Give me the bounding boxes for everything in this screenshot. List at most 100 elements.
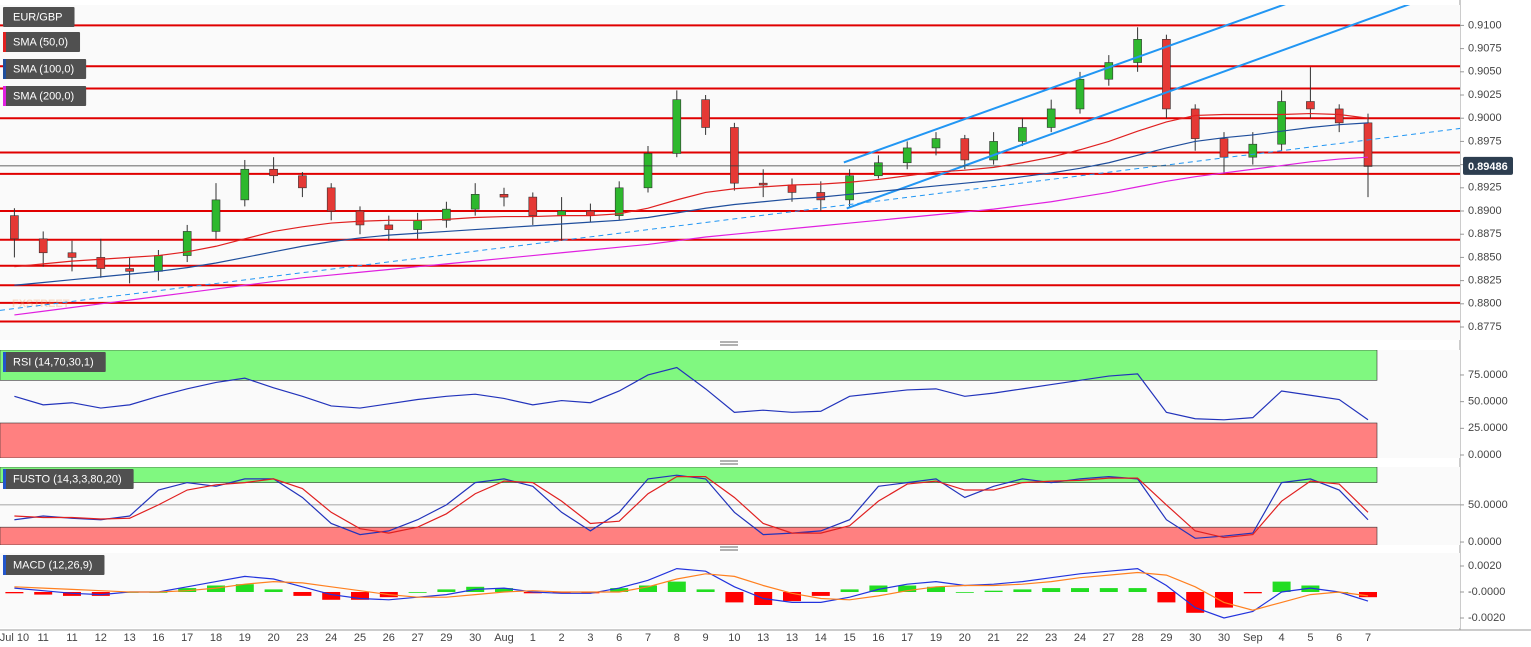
y-tick-label: 25.0000 (1468, 422, 1508, 434)
x-tick-label: 30 (1189, 632, 1201, 644)
candle-body (902, 147, 912, 164)
y-tick-label: -0.0020 (1468, 612, 1505, 624)
histogram-bar (840, 589, 859, 592)
x-tick-label: 7 (645, 632, 651, 644)
candle-body (845, 175, 854, 201)
candle-body (442, 208, 451, 221)
histogram-bar (552, 591, 571, 594)
candle-body (1219, 138, 1229, 158)
legend-entry-box (3, 32, 81, 52)
histogram-bar (610, 588, 629, 592)
candle-body (1306, 101, 1315, 110)
x-tick-label: 29 (1160, 632, 1172, 644)
candle-body (758, 182, 768, 186)
oversold-band (0, 526, 1378, 545)
candle-body (816, 192, 826, 201)
x-tick-label: Sep (1243, 632, 1263, 644)
histogram-bar (898, 585, 917, 592)
x-tick-label: Jul 10 (0, 632, 29, 644)
panel-bg (0, 5, 1460, 340)
x-tick-label: Aug (494, 632, 514, 644)
candle-body (1046, 108, 1056, 128)
y-tick-label: 0.8850 (1468, 251, 1502, 263)
panel: FXSTREET (0, 5, 1460, 340)
legend-entry-stripe (3, 32, 6, 52)
candle-body (1334, 108, 1344, 124)
histogram-bar (927, 586, 945, 592)
candle-body (701, 99, 710, 128)
panel (0, 553, 1460, 628)
candle-body (931, 138, 941, 149)
candle-body (326, 187, 336, 212)
legend-entry-stripe (3, 86, 6, 106)
candle-body (672, 99, 682, 154)
x-tick-label: 29 (440, 632, 452, 644)
candle-body (989, 141, 998, 161)
legend-entry: SMA (50,0) (13, 36, 68, 48)
x-tick-label: 5 (1307, 632, 1313, 644)
candle-body (730, 127, 739, 184)
histogram-bar (1243, 591, 1262, 594)
y-tick-label: 0.9100 (1468, 19, 1502, 31)
x-tick-label: 24 (325, 632, 337, 644)
y-tick-label: 0.8875 (1468, 228, 1502, 240)
x-tick-label: 28 (1131, 632, 1143, 644)
legend-entry-stripe (3, 59, 6, 79)
x-tick-label: 26 (383, 632, 395, 644)
histogram-bar (869, 585, 888, 592)
y-tick-label: -0.0000 (1468, 586, 1505, 598)
candle-body (557, 210, 566, 216)
x-tick-label: 1 (530, 632, 536, 644)
candle-body (643, 153, 653, 189)
candle-body (384, 224, 394, 230)
histogram-bar (437, 589, 456, 592)
histogram-bar (264, 589, 283, 592)
histogram-bar (696, 589, 715, 592)
candle-body (1104, 62, 1114, 80)
histogram-bar (1215, 591, 1233, 608)
histogram-bar (1042, 588, 1061, 592)
histogram-bar (811, 591, 830, 596)
histogram-bar (1099, 588, 1118, 592)
histogram-bar (5, 591, 24, 594)
y-tick-label: 0.0000 (1468, 536, 1502, 548)
candle-body (10, 215, 19, 240)
y-tick-label: 0.8925 (1468, 182, 1502, 194)
candle-body (413, 219, 422, 230)
x-tick-label: 23 (1045, 632, 1057, 644)
candle-body (1190, 108, 1200, 139)
candle-body (38, 238, 48, 254)
trendline (846, 5, 1411, 210)
watermark: FXSTREET (12, 298, 70, 310)
x-tick-label: 8 (674, 632, 680, 644)
x-tick-label: 16 (872, 632, 884, 644)
histogram-bar (1128, 588, 1147, 592)
series-line (14, 571, 1369, 611)
x-tick-label: 3 (587, 632, 593, 644)
candle-body (960, 138, 970, 161)
x-tick-label: 13 (123, 632, 135, 644)
candle-body (528, 196, 538, 216)
histogram-bar (1301, 585, 1320, 592)
histogram-bar (495, 588, 513, 592)
histogram-bar (91, 591, 110, 596)
x-tick-label: 18 (210, 632, 222, 644)
histogram-bar (581, 591, 600, 594)
panel-title-stripe (3, 469, 6, 489)
y-tick-label: 0.9025 (1468, 89, 1502, 101)
candle-body (614, 187, 624, 216)
candle-body (499, 194, 509, 198)
x-tick-label: 2 (559, 632, 565, 644)
candle-body (269, 168, 278, 177)
panel-title-stripe (3, 352, 6, 372)
candle-body (211, 199, 221, 232)
y-tick-label: 0.8825 (1468, 275, 1502, 287)
panel-title-box (3, 469, 134, 489)
panel-title: RSI (14,70,30,1) (13, 356, 94, 368)
y-tick-label: 75.0000 (1468, 369, 1508, 381)
x-tick-label: 30 (1218, 632, 1230, 644)
last-price-label: 0.89486 (1468, 161, 1508, 173)
histogram-bar (322, 591, 341, 600)
candle-body (182, 231, 192, 256)
